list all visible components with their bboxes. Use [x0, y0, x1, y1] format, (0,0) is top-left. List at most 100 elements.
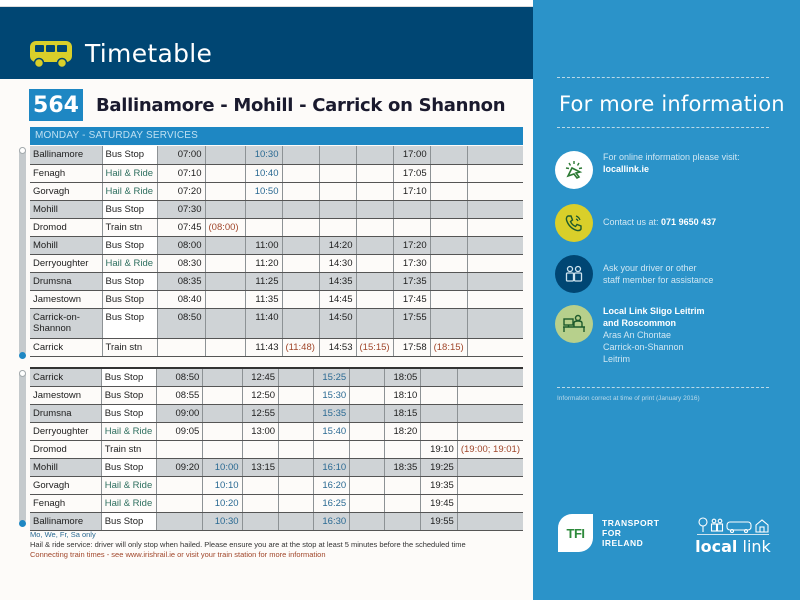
departure-time: 12:50: [242, 386, 280, 405]
phone-icon: [555, 204, 593, 242]
stop-name: Derryoughter: [30, 422, 102, 441]
divider: [557, 77, 769, 78]
departure-time: [278, 440, 314, 459]
departure-time: [157, 338, 206, 357]
page-title: Timetable: [85, 39, 213, 68]
departure-time: 09:05: [156, 422, 204, 441]
departure-time: [457, 512, 523, 531]
departure-time: 19:25: [420, 458, 458, 477]
departure-time: [467, 338, 523, 357]
departure-time: [457, 458, 523, 477]
departure-time: 18:05: [384, 367, 422, 387]
departure-time: [205, 290, 246, 309]
route-end-dot: [19, 520, 26, 527]
stop-type: Hail & Ride: [101, 422, 157, 441]
departure-time: [420, 386, 458, 405]
departure-time: 14:30: [319, 254, 357, 273]
departure-time: 11:00: [245, 236, 283, 255]
departure-time: 10:30: [245, 146, 283, 165]
stop-name: Drumsna: [30, 272, 103, 291]
local-link-wordmark: local link: [695, 537, 771, 556]
departure-time: [356, 218, 394, 237]
office-address-1: Aras An Chontae: [603, 330, 672, 340]
departure-time: [430, 182, 468, 201]
departure-time: 08:50: [157, 308, 206, 339]
departure-time: [245, 200, 283, 219]
stop-type: Hail & Ride: [102, 254, 158, 273]
departure-time: 18:15: [384, 404, 422, 423]
departure-time: [156, 512, 204, 531]
stop-name: Dromod: [30, 218, 103, 237]
departure-time: 17:20: [393, 236, 431, 255]
timetable-row: Mohill Bus Stop 07:30: [30, 200, 523, 219]
departure-time: 08:40: [157, 290, 206, 309]
click-icon: [555, 151, 593, 189]
website-link[interactable]: locallink.ie: [603, 164, 650, 174]
stop-type: Train stn: [102, 218, 158, 237]
train-note: Connecting train times - see www.irishra…: [30, 550, 326, 559]
office-address-2: Carrick-on-Shannon: [603, 342, 684, 352]
service-days-bar: MONDAY - SATURDAY SERVICES: [30, 127, 523, 145]
departure-time: [282, 200, 320, 219]
departure-time: (19:00; 19:01): [457, 440, 523, 459]
stop-type: Bus Stop: [101, 367, 157, 387]
days-note: Mo, We, Fr, Sa only: [30, 530, 96, 539]
departure-time: [205, 338, 246, 357]
departure-time: [356, 200, 394, 219]
local-link-logo: local link: [693, 517, 773, 556]
departure-time: [356, 182, 394, 201]
contact-phone[interactable]: 071 9650 437: [661, 217, 717, 227]
departure-time: [430, 236, 468, 255]
timetable-row: Drumsna Bus Stop 09:00 12:55 15:35 18:15: [30, 404, 523, 423]
departure-time: 08:30: [157, 254, 206, 273]
departure-time: 11:20: [245, 254, 283, 273]
stop-name: Carrick-on-Shannon: [30, 308, 103, 339]
timetable-row: Dromod Train stn 07:45 (08:00): [30, 218, 523, 237]
departure-time: [430, 290, 468, 309]
office-name-1: Local Link Sligo Leitrim: [603, 306, 705, 316]
departure-time: 15:35: [313, 404, 351, 423]
departure-time: 09:20: [156, 458, 204, 477]
stop-name: Carrick: [30, 338, 103, 357]
departure-time: 13:00: [242, 422, 280, 441]
departure-time: [356, 308, 394, 339]
departure-time: 17:00: [393, 146, 431, 165]
departure-time: 14:20: [319, 236, 357, 255]
departure-time: [282, 146, 320, 165]
departure-time: 12:45: [242, 367, 280, 387]
stop-name: Gorvagh: [30, 182, 103, 201]
departure-time: 11:25: [245, 272, 283, 291]
departure-time: [242, 512, 280, 531]
stop-type: Bus Stop: [102, 200, 158, 219]
departure-time: [467, 290, 523, 309]
stop-type: Bus Stop: [102, 272, 158, 291]
departure-time: [457, 404, 523, 423]
departure-time: [430, 272, 468, 291]
stop-name: Ballinamore: [30, 146, 103, 165]
tfi-word-1: TRANSPORT: [602, 518, 660, 528]
departure-time: 17:05: [393, 164, 431, 183]
stop-type: Hail & Ride: [101, 494, 157, 513]
timetable-row: Carrick Train stn 11:43 (11:48) 14:53 (15:15)…: [30, 338, 523, 357]
stop-type: Bus Stop: [102, 290, 158, 309]
departure-time: 15:25: [313, 367, 351, 387]
departure-time: 16:30: [313, 512, 351, 531]
stop-type: Bus Stop: [101, 386, 157, 405]
departure-time: 16:10: [313, 458, 351, 477]
departure-time: [467, 218, 523, 237]
departure-time: [467, 200, 523, 219]
local-link-icons: [697, 517, 769, 535]
departure-time: [356, 164, 394, 183]
timetable-row: Dromod Train stn 19:10 (19:00; 19:01): [30, 440, 523, 459]
stop-type: Train stn: [102, 338, 158, 357]
departure-time: [205, 308, 246, 339]
assistance-row: Ask your driver or other staff member fo…: [555, 255, 713, 293]
departure-time: [278, 404, 314, 423]
departure-time: [457, 494, 523, 513]
route-start-dot: [19, 147, 26, 154]
stop-name: Ballinamore: [30, 512, 102, 531]
departure-time: [349, 404, 385, 423]
online-info-row: For online information please visit: loc…: [555, 151, 740, 189]
departure-time: [467, 254, 523, 273]
assist-line-1: Ask your driver or other: [603, 263, 697, 273]
